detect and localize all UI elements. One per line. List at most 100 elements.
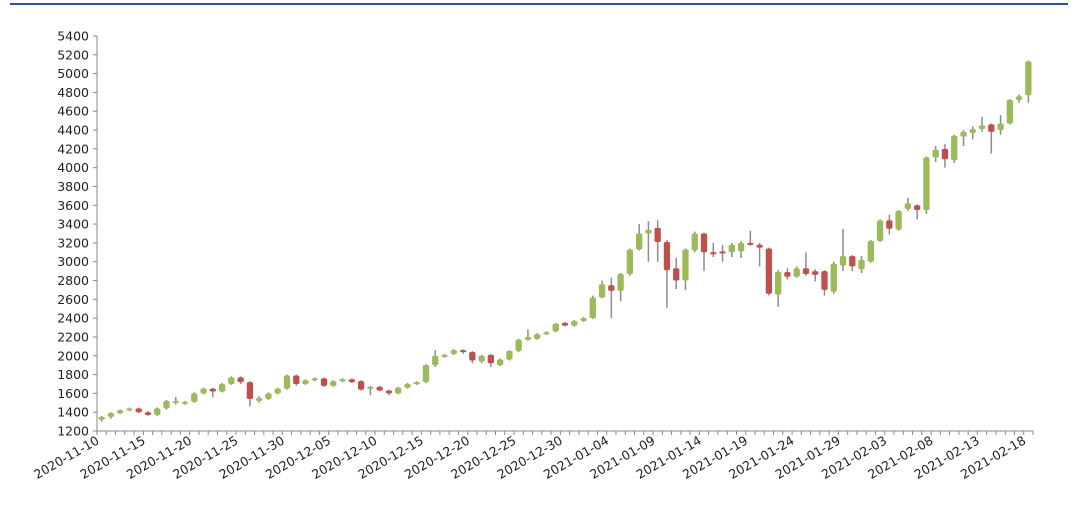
candle-up [830, 263, 837, 292]
candle-up [1006, 99, 1013, 124]
candle-up [626, 249, 634, 274]
candle-up [191, 393, 198, 402]
candle-up [867, 241, 874, 262]
y-tick-label: 3200 [57, 235, 89, 250]
candle-down [469, 352, 476, 361]
candle-up [154, 408, 161, 416]
candle-up [923, 157, 930, 210]
candle-down [608, 285, 615, 291]
y-tick-label: 2600 [57, 292, 89, 307]
candle-down [886, 220, 893, 229]
candle-up [571, 320, 578, 326]
candle-up [904, 203, 912, 210]
y-axis: 1200 1400 1600 1800 2000 2200 2400 2600 2800 3000… [57, 29, 98, 439]
y-tick-label: 2800 [57, 273, 89, 288]
candle-up [478, 355, 485, 362]
candle-up [302, 380, 309, 384]
candle-down [487, 354, 495, 364]
candle-down [293, 375, 300, 384]
candle-up [997, 123, 1004, 131]
candle-up [774, 272, 782, 295]
candle-up [163, 400, 170, 409]
candle-down [849, 256, 856, 267]
candle-down [710, 252, 717, 255]
candle-down [348, 379, 356, 383]
top-rule [10, 3, 1068, 5]
candle-down [988, 124, 995, 132]
candle-up [645, 229, 652, 234]
candle-up [283, 375, 291, 389]
candle-up [580, 318, 587, 321]
candle-down [459, 350, 467, 353]
candle-up [1015, 96, 1023, 100]
candle-down [209, 388, 216, 392]
candle-down [700, 233, 708, 253]
candle-down [561, 322, 569, 326]
candle-up [978, 125, 986, 130]
candle-down [719, 251, 726, 254]
candle-down [756, 244, 763, 248]
candle-down [663, 241, 671, 271]
y-tick-label: 3600 [57, 198, 89, 213]
candle-up [228, 377, 235, 384]
candle-up [589, 297, 596, 319]
candle-up [960, 131, 967, 137]
candle-down [747, 242, 754, 245]
candle-up [311, 378, 318, 381]
candle-up [274, 388, 281, 394]
candle-up [635, 233, 643, 250]
candle-down [135, 408, 142, 413]
candle-down [673, 268, 680, 281]
candle-up [839, 256, 847, 266]
candle-down [320, 378, 328, 386]
candle-up [107, 413, 115, 417]
y-tick-label: 2200 [57, 329, 89, 344]
candle-up [339, 379, 346, 382]
candle-up [737, 242, 745, 252]
candle-down [812, 271, 819, 275]
candle-up [98, 416, 105, 420]
y-tick-label: 3800 [57, 179, 89, 194]
candle-up [200, 388, 207, 394]
y-tick-label: 4200 [57, 141, 89, 156]
candle-up [450, 350, 457, 354]
candle-up [117, 410, 124, 414]
candle-up [413, 382, 420, 385]
candle-up [172, 400, 179, 403]
candle-up [432, 355, 439, 366]
candle-down [802, 268, 810, 274]
candle-down [237, 377, 244, 383]
candle-up [395, 387, 402, 394]
candle-up [496, 359, 504, 366]
candle-down [784, 272, 791, 277]
candle-down [144, 412, 152, 416]
candle-up [691, 233, 698, 251]
candle-up [404, 383, 411, 388]
y-tick-label: 4000 [57, 160, 89, 175]
candle-up [218, 383, 226, 392]
y-tick-label: 4400 [57, 123, 89, 138]
candle-up [524, 336, 532, 340]
candle-up [367, 386, 374, 389]
candle-up [617, 273, 624, 291]
candle-up [969, 129, 976, 133]
candle-up [330, 381, 337, 386]
candle-up [895, 210, 902, 230]
candle-down [914, 205, 921, 210]
candle-up [598, 284, 606, 298]
candle-up [1025, 61, 1032, 96]
candle-up [265, 393, 272, 400]
candle-up [876, 220, 884, 242]
candle-down [654, 227, 661, 242]
candle-up [932, 149, 939, 158]
candle-up [728, 244, 735, 253]
candle-up [506, 351, 513, 360]
y-tick-label: 2400 [57, 311, 89, 326]
candle-up [422, 365, 430, 383]
candle-up [793, 268, 800, 277]
candle-up [552, 323, 559, 332]
y-tick-label: 4800 [57, 85, 89, 100]
candle-up [515, 339, 522, 352]
candle-down [385, 390, 393, 394]
